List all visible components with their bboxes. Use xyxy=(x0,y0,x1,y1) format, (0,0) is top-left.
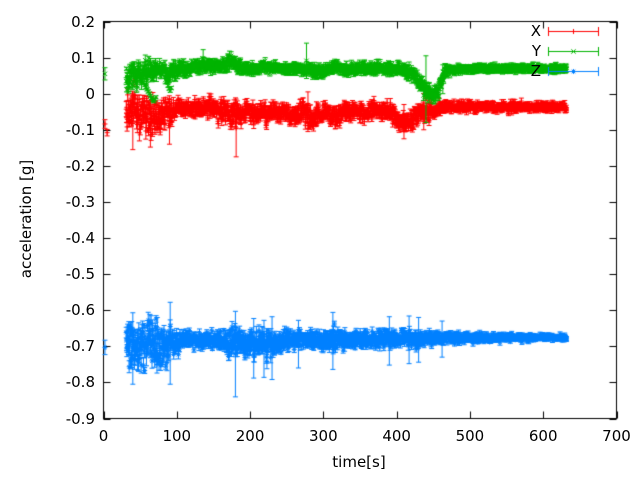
chart-canvas xyxy=(0,0,640,480)
acceleration-chart: acceleration [g] time[s] 0.2 0.1 0 -0.1 -0.2… xyxy=(0,0,640,480)
